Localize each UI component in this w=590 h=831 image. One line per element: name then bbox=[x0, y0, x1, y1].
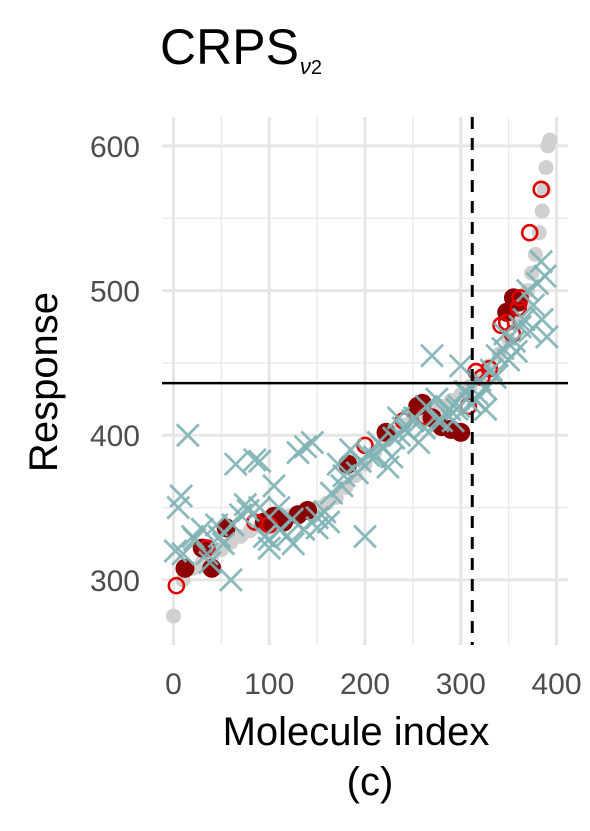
reference-lines bbox=[162, 117, 568, 645]
teal-x-point bbox=[316, 510, 341, 535]
teal-x-point bbox=[479, 358, 504, 383]
teal-x-point bbox=[233, 492, 258, 517]
x-tick-label: 300 bbox=[436, 668, 486, 701]
teal-x-point bbox=[330, 473, 355, 498]
teal-x-point bbox=[171, 541, 196, 566]
teal-x-point bbox=[424, 387, 449, 412]
teal-x-point bbox=[406, 430, 431, 455]
title-subscript-index: 2 bbox=[310, 57, 323, 79]
teal-x-point bbox=[326, 452, 351, 477]
x-axis-label: Molecule index bbox=[223, 710, 490, 754]
teal-x-point bbox=[534, 324, 559, 349]
teal-x-point bbox=[207, 524, 232, 549]
grid-lines bbox=[162, 117, 568, 645]
teal-x-point bbox=[492, 321, 517, 346]
open-red-point bbox=[532, 180, 550, 199]
x-tick-label: 200 bbox=[340, 668, 390, 701]
teal-x-point bbox=[515, 278, 540, 303]
figure-caption: (c) bbox=[347, 760, 394, 804]
teal-x-point bbox=[319, 481, 344, 506]
teal-x-point bbox=[366, 430, 391, 455]
tick-labels: 0 100 200 300 400 300 400 500 600 bbox=[90, 131, 582, 701]
x-tick-label: 400 bbox=[531, 668, 581, 701]
teal-x-point bbox=[175, 423, 200, 448]
teal-x-point bbox=[190, 517, 215, 542]
title-subscript-symbol: ν bbox=[299, 54, 311, 79]
grey-point bbox=[534, 203, 550, 219]
y-tick-label: 400 bbox=[90, 420, 140, 453]
teal-x-point bbox=[533, 264, 558, 289]
teal-x-point bbox=[425, 408, 450, 433]
x-tick-label: 100 bbox=[244, 668, 294, 701]
y-tick-label: 600 bbox=[90, 131, 140, 164]
teal-x-point bbox=[197, 550, 222, 575]
teal-x-point bbox=[517, 319, 542, 344]
teal-x-point bbox=[281, 531, 306, 556]
x-tick-label: 0 bbox=[165, 668, 182, 701]
y-tick-label: 300 bbox=[90, 565, 140, 598]
open-red-point bbox=[520, 223, 539, 242]
teal-x-point bbox=[247, 495, 272, 520]
teal-x-point bbox=[448, 353, 473, 378]
teal-x-point bbox=[338, 437, 363, 462]
darkred-point bbox=[451, 422, 471, 442]
grey-point bbox=[524, 265, 540, 281]
teal-x-point bbox=[218, 567, 243, 592]
y-axis-label: Response bbox=[22, 292, 66, 472]
teal-x-point bbox=[163, 538, 188, 563]
grey-point bbox=[165, 608, 181, 624]
teal-x-point bbox=[223, 452, 248, 477]
teal-x-point bbox=[300, 430, 325, 455]
chart-title-subscript: ν2 bbox=[300, 54, 322, 79]
teal-x-point bbox=[180, 524, 205, 549]
teal-x-point bbox=[211, 531, 236, 556]
teal-x-point bbox=[502, 329, 527, 354]
teal-x-point bbox=[402, 405, 427, 430]
data-marks bbox=[163, 132, 559, 624]
teal-x-point bbox=[257, 527, 282, 552]
darkred-point bbox=[175, 558, 195, 578]
teal-x-point bbox=[195, 541, 219, 566]
open-red-point bbox=[480, 359, 499, 378]
teal-x-point bbox=[429, 408, 454, 433]
grey-point bbox=[538, 160, 554, 176]
teal-x-point bbox=[521, 293, 546, 318]
teal-x-point bbox=[247, 449, 272, 474]
teal-x-point bbox=[345, 460, 370, 485]
darkred-point bbox=[298, 500, 318, 520]
teal-x-point bbox=[444, 397, 469, 422]
open-red-point bbox=[167, 576, 186, 595]
teal-x-point bbox=[511, 307, 536, 332]
chart-title-main: CRPS bbox=[160, 19, 299, 75]
teal-x-point bbox=[257, 536, 282, 561]
teal-x-point bbox=[242, 447, 267, 472]
teal-x-point bbox=[420, 343, 445, 368]
y-tick-label: 500 bbox=[90, 276, 140, 309]
chart-title: CRPSν2 bbox=[160, 18, 322, 79]
teal-x-point bbox=[262, 473, 287, 498]
teal-x-point bbox=[529, 249, 554, 274]
teal-x-point bbox=[504, 339, 529, 364]
teal-x-point bbox=[353, 524, 377, 549]
teal-x-point bbox=[169, 484, 194, 508]
teal-x-point bbox=[356, 443, 381, 468]
teal-x-point bbox=[293, 434, 318, 459]
grey-point bbox=[542, 132, 558, 148]
teal-x-point bbox=[387, 423, 412, 448]
